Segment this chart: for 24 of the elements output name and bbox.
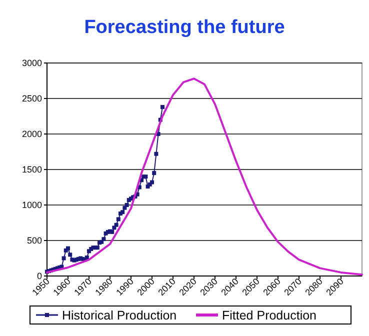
chart-title: Forecasting the future: [84, 17, 285, 38]
y-tick-label: 2000: [22, 129, 42, 140]
legend-label: Fitted Production: [222, 308, 317, 322]
y-tick-label: 2500: [22, 94, 42, 104]
point: [120, 210, 125, 214]
point: [68, 252, 72, 257]
point: [154, 152, 158, 156]
y-tick-label: 1000: [22, 200, 42, 210]
point: [152, 171, 156, 176]
point: [110, 230, 114, 234]
point: [114, 222, 118, 227]
legend-label: Historical Production: [62, 308, 177, 322]
y-tick-label: 3000: [22, 58, 42, 68]
point: [122, 206, 127, 210]
point: [160, 105, 164, 110]
point: [62, 256, 66, 260]
point: [102, 237, 106, 242]
point: [124, 203, 129, 207]
y-tick-label: 0: [36, 271, 42, 282]
y-tick-label: 500: [26, 236, 42, 246]
point: [150, 180, 154, 184]
point: [116, 217, 120, 222]
point: [66, 246, 70, 250]
y-tick-label: 1500: [22, 164, 42, 175]
